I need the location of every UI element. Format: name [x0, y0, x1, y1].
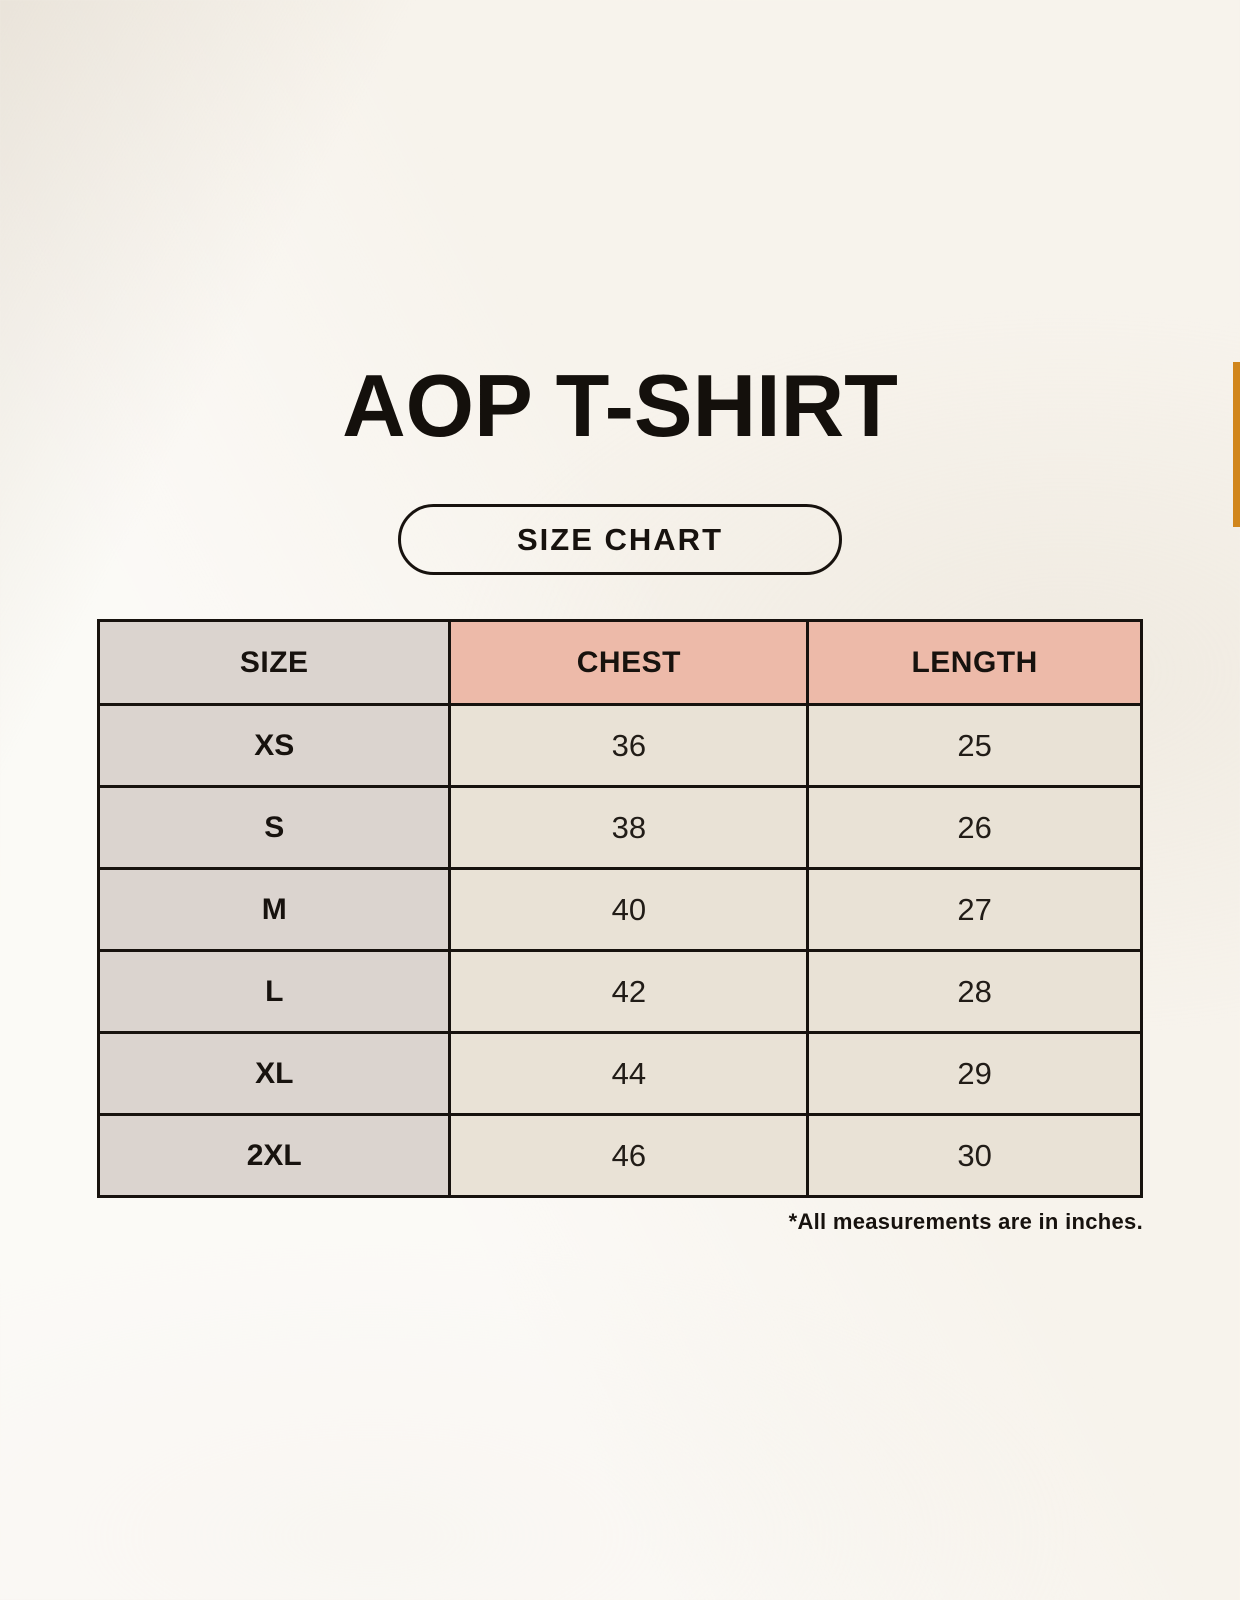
column-header-length: LENGTH [806, 619, 1143, 706]
table-header-row: SIZE CHEST LENGTH [96, 619, 1143, 706]
chest-value: 36 [448, 703, 810, 788]
table-row-s: S 38 26 [96, 785, 1143, 870]
chest-value: 44 [448, 1031, 810, 1116]
length-value: 27 [806, 867, 1143, 952]
table-row-xl: XL 44 29 [96, 1031, 1143, 1116]
size-label: S [96, 785, 452, 870]
size-label: L [96, 949, 452, 1034]
chest-value: 46 [448, 1113, 810, 1198]
length-value: 29 [806, 1031, 1143, 1116]
chest-value: 38 [448, 785, 810, 870]
length-value: 28 [806, 949, 1143, 1034]
size-label: XS [96, 703, 452, 788]
size-chart-button-wrap: SIZE CHART [97, 504, 1143, 575]
chest-value: 40 [448, 867, 810, 952]
length-value: 25 [806, 703, 1143, 788]
column-header-size: SIZE [96, 619, 452, 706]
length-value: 30 [806, 1113, 1143, 1198]
size-label: XL [96, 1031, 452, 1116]
accent-bar-top [1233, 362, 1240, 527]
size-label: M [96, 867, 452, 952]
table-row-2xl: 2XL 46 30 [96, 1113, 1143, 1198]
size-chart-button[interactable]: SIZE CHART [398, 504, 842, 575]
page-title: AOP T-SHIRT [342, 356, 898, 455]
table-row-l: L 42 28 [96, 949, 1143, 1034]
length-value: 26 [806, 785, 1143, 870]
measurements-footnote: *All measurements are in inches. [788, 1209, 1143, 1234]
size-chart-table: SIZE CHEST LENGTH XS 36 25 S 38 26 M 40 … [96, 619, 1143, 1198]
size-chart-panel: AOP T-SHIRT SIZE CHART SIZE CHEST LENGTH… [96, 356, 1143, 1235]
table-row-m: M 40 27 [96, 867, 1143, 952]
chest-value: 42 [448, 949, 810, 1034]
size-label: 2XL [96, 1113, 452, 1198]
column-header-chest: CHEST [448, 619, 810, 706]
table-row-xs: XS 36 25 [96, 703, 1143, 788]
size-chart-button-label: SIZE CHART [517, 522, 723, 557]
